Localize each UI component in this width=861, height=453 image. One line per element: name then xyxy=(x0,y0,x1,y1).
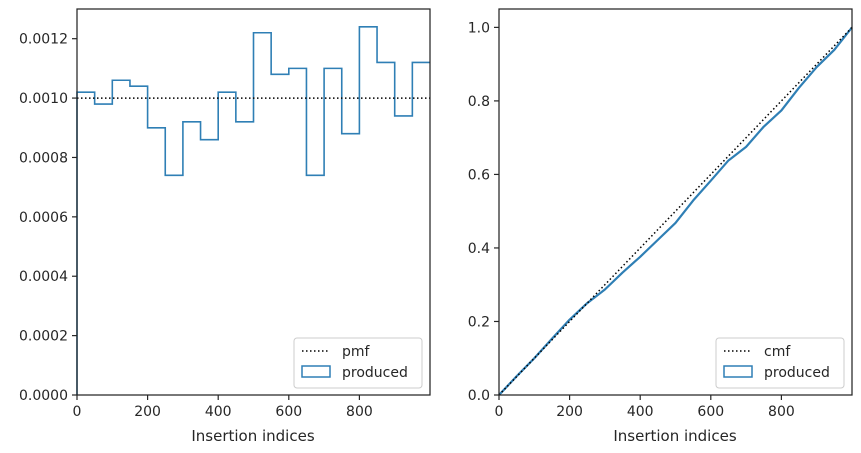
x-tick-label: 200 xyxy=(556,404,583,420)
x-tick-label: 800 xyxy=(768,404,795,420)
y-tick-label: 0.0000 xyxy=(19,388,68,404)
legend-pmf-label: pmf xyxy=(342,344,371,360)
legend-produced-swatch xyxy=(301,365,331,378)
legend-cmf-label: cmf xyxy=(764,344,791,360)
x-axis-label: Insertion indices xyxy=(613,427,736,445)
reference-cmf-line xyxy=(498,26,853,396)
y-tick-label: 0.4 xyxy=(468,241,490,257)
legend: cmf produced xyxy=(715,337,845,389)
y-tick-label: 1.0 xyxy=(468,20,490,36)
x-tick-label: 600 xyxy=(697,404,724,420)
y-tick-label: 0.6 xyxy=(468,167,490,183)
cmf-line-panel: 0 200 400 600 800 0.0 0.2 0.4 0.6 0.8 1.0 Inserti… xyxy=(468,8,853,445)
y-tick-label: 0.0008 xyxy=(19,150,68,166)
y-tick-label: 0.0002 xyxy=(19,329,68,345)
x-tick-label: 0 xyxy=(495,404,504,420)
x-tick-label: 400 xyxy=(205,404,232,420)
x-tick-label: 200 xyxy=(134,404,161,420)
y-tick-label: 0.0004 xyxy=(19,269,68,285)
series-produced-line xyxy=(498,26,853,396)
legend-produced-label: produced xyxy=(764,365,830,381)
y-tick-label: 0.8 xyxy=(468,94,490,110)
x-axis-label: Insertion indices xyxy=(191,427,314,445)
x-tick-label: 600 xyxy=(275,404,302,420)
legend-produced-swatch xyxy=(723,365,753,378)
y-tick-label: 0.0006 xyxy=(19,210,68,226)
y-tick-label: 0.0010 xyxy=(19,91,68,107)
y-tick-label: 0.0 xyxy=(468,388,490,404)
series-produced-step xyxy=(76,26,430,395)
y-tick-label: 0.2 xyxy=(468,314,490,330)
y-tick-label: 0.0012 xyxy=(19,32,68,48)
pmf-histogram-panel: 0 200 400 600 800 0.0000 0.0002 0.0004 0.0006 0.… xyxy=(19,8,431,445)
legend: pmf produced xyxy=(293,337,423,389)
x-tick-label: 400 xyxy=(627,404,654,420)
legend-produced-label: produced xyxy=(342,365,408,381)
plot-frame xyxy=(76,8,431,396)
plot-frame xyxy=(498,8,853,396)
x-tick-label: 800 xyxy=(346,404,373,420)
x-tick-label: 0 xyxy=(73,404,82,420)
